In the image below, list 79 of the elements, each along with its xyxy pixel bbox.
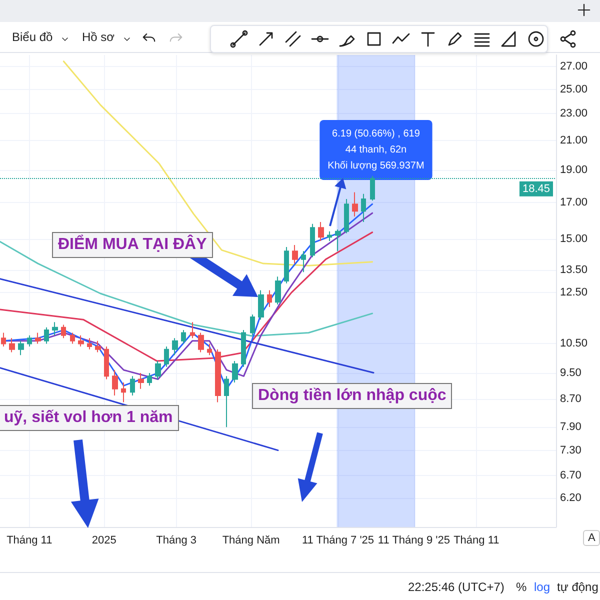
x-tick-label: 11 Tháng 7 '25 (302, 534, 374, 546)
candlestick (27, 334, 32, 347)
candlestick (87, 338, 92, 350)
candlestick (138, 372, 144, 390)
y-tick-label: 7.30 (560, 444, 582, 456)
y-tick-label: 10.50 (560, 338, 588, 350)
y-tick-label: 21.00 (560, 134, 588, 146)
candlestick (95, 340, 101, 353)
candlestick (18, 340, 24, 356)
y-tick-label: 25.00 (560, 83, 588, 96)
candlestick (9, 338, 15, 353)
text: Hồ sơ (82, 30, 115, 44)
y-tick-label: 19.00 (560, 164, 588, 176)
x-tick-label: Tháng 11 (6, 534, 52, 546)
y-tick-label: 23.00 (560, 108, 588, 120)
candlestick (232, 360, 238, 383)
candlestick (344, 198, 349, 234)
ref-line-label: 18.45 (522, 182, 550, 195)
candlestick (335, 228, 341, 252)
candlestick (147, 372, 152, 386)
text: log (534, 580, 550, 594)
candlestick (164, 346, 169, 368)
candlestick (70, 332, 75, 344)
line-series (0, 232, 374, 362)
candlestick (284, 246, 289, 284)
y-tick-label: 6.20 (560, 492, 582, 504)
candlestick (318, 222, 324, 242)
x-tick-label: 2025 (92, 534, 116, 546)
candlestick (130, 376, 135, 396)
y-tick-label: 12.50 (560, 286, 588, 299)
candlestick (52, 322, 58, 336)
text: 22:25:46 (UTC+7) (408, 580, 504, 594)
candlestick (181, 330, 186, 344)
candlestick (301, 250, 306, 273)
x-tick-label: Tháng 3 (156, 534, 197, 546)
y-tick-label: 9.50 (560, 367, 582, 380)
candlestick (215, 348, 221, 403)
x-tick-label: Tháng 11 (454, 534, 500, 546)
y-tick-label: 7.90 (560, 421, 582, 434)
candlestick (35, 332, 41, 344)
candlestick (190, 322, 195, 339)
candlestick (275, 276, 281, 306)
candlestick (112, 369, 118, 396)
y-tick-label: 13.50 (560, 264, 588, 276)
candlestick (352, 192, 358, 218)
candlestick (172, 338, 178, 356)
y-tick-label: 8.70 (560, 392, 582, 405)
candlestick (267, 290, 272, 308)
annotation: Dòng tiền lớn nhập cuộc (252, 383, 452, 409)
y-tick-label: 6.70 (560, 469, 582, 482)
band-label: 6.19 (50.66%) , 619 44 thanh, 62n Khối lượng 569.937M (328, 128, 424, 172)
annotation: uỹ, siết vol hơn 1 năm (0, 405, 179, 431)
candlestick (250, 314, 255, 336)
annotation: ĐIỂM MUA TẠI ĐÂY (52, 232, 213, 258)
candlestick (78, 334, 84, 347)
text: tự động (557, 580, 598, 594)
candlestick (121, 382, 126, 403)
x-tick-label: 11 Tháng 9 '25 (378, 534, 450, 546)
candlestick (258, 290, 264, 320)
candlestick (361, 193, 366, 223)
candlestick (224, 376, 229, 428)
text: % (516, 580, 527, 594)
y-tick-label: 15.00 (560, 233, 588, 246)
text: A (583, 530, 600, 546)
candlestick (44, 326, 49, 344)
candlestick (61, 324, 66, 339)
candlestick (327, 230, 332, 242)
candlestick (207, 343, 212, 356)
candlestick (155, 360, 161, 380)
y-tick-label: 27.00 (560, 60, 588, 73)
y-tick-label: 17.00 (560, 196, 588, 208)
candlestick (198, 332, 204, 353)
candlestick (241, 330, 246, 368)
text: Biểu đồ (12, 30, 53, 44)
candlestick (292, 244, 298, 264)
candlestick (310, 223, 315, 258)
candlestick (104, 346, 109, 380)
candlestick (1, 332, 6, 347)
x-tick-label: Tháng Năm (222, 534, 280, 546)
